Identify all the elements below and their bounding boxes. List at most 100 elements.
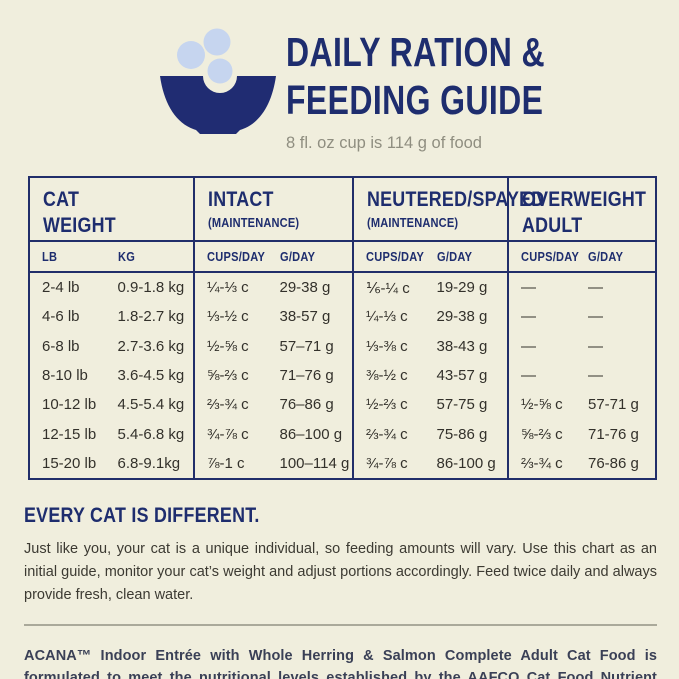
cell-kg: 5.4-6.8 kg [117,425,185,443]
cell-intact_cups: ½-⅝ c [207,337,249,355]
cell-intact_cups: ⅝-⅔ c [207,367,249,385]
cell-overweight_g: 76-86 g [588,454,639,472]
column-overweight-adult: OVERWEIGHT ADULT CUPS/DAY G/DAY — — — — — — — —… [509,178,655,478]
subheader-g-day: G/DAY [436,249,472,264]
header: DAILY RATION & FEEDING GUIDE 8 fl. oz cu… [160,28,679,153]
cup-measure-note: 8 fl. oz cup is 114 g of food [286,134,482,152]
note-paragraph: Just like you, your cat is a unique indi… [24,541,657,604]
table-row-cell: ⅔-¾ c 76-86 g [509,449,655,478]
column-subheader: CUPS/DAY G/DAY [509,240,655,273]
cell-intact_cups: ¼-⅓ c [207,279,249,297]
table-row-cell: ¼-⅓ c 29-38 g [354,302,507,331]
cell-kg: 4.5-5.4 kg [117,396,185,414]
cell-neutered_g: 38-43 g [436,337,488,355]
subheader-kg: KG [117,249,135,264]
bowl-shape [160,76,276,134]
cell-overweight_g: — [588,367,603,385]
cell-lb: 2-4 lb [42,279,80,297]
table-row-cell: — — [509,332,655,361]
column-neutered-spayed: NEUTERED/SPAYED (MAINTENANCE) CUPS/DAY G… [354,178,544,479]
cell-kg: 3.6-4.5 kg [117,367,185,385]
cell-neutered_g: 86-100 g [436,454,496,472]
cell-overweight_g: 57-71 g [588,396,639,414]
cell-kg: 6.8-9.1kg [117,454,181,472]
kibble-dot-icon [207,58,233,84]
aafco-statement: ACANA™ Indoor Entrée with Whole Herring … [24,648,657,679]
column-body-intact: ¼-⅓ c 29-38 g ⅓-½ c 38-57 g ½-⅝ c 57–71 g ⅝-⅔ … [195,273,352,478]
cell-intact_g: 86–100 g [279,425,343,443]
table-row-cell: ½-⅝ c 57-71 g [509,390,655,419]
cell-overweight_cups: ⅝-⅔ c [521,425,563,443]
cell-kg: 0.9-1.8 kg [117,279,185,297]
column-subtitle: (MAINTENANCE) [208,215,300,230]
kibble-dot-icon [203,28,231,56]
cell-overweight_cups: — [521,367,536,385]
cell-intact_g: 38-57 g [279,308,331,326]
table-row-cell: 15-20 lb 6.8-9.1kg [30,449,193,478]
kibble-dot-icon [177,41,205,69]
subheader-cups-day: CUPS/DAY [521,249,580,264]
column-subheader: CUPS/DAY G/DAY [354,240,507,273]
table-row-cell: ¾-⅞ c 86–100 g [195,419,352,448]
column-title-line2: ADULT [522,214,583,237]
table-row-cell: 6-8 lb 2.7-3.6 kg [30,332,193,361]
column-title: INTACT [208,188,274,211]
column-title: CAT [43,188,80,211]
subheader-cups-day: CUPS/DAY [366,249,425,264]
column-subheader: CUPS/DAY G/DAY [195,240,352,273]
table-row-cell: 10-12 lb 4.5-5.4 kg [30,390,193,419]
cell-lb: 10-12 lb [42,396,97,414]
cell-overweight_cups: ⅔-¾ c [521,454,563,472]
table-row-cell: ⅞-1 c 100–114 g [195,449,352,478]
column-title: OVERWEIGHT [522,188,647,211]
table-row-cell: — — [509,273,655,302]
cell-lb: 4-6 lb [42,308,80,326]
table-row-cell: ⅓-⅜ c 38-43 g [354,332,507,361]
table-row-cell: 8-10 lb 3.6-4.5 kg [30,361,193,390]
table-row-cell: ¾-⅞ c 86-100 g [354,449,507,478]
table-row-cell: — — [509,302,655,331]
cell-neutered_g: 57-75 g [436,396,488,414]
column-header-overweight-adult: OVERWEIGHT ADULT [509,178,655,240]
cell-intact_g: 76–86 g [279,396,334,414]
note-heading-text: EVERY CAT IS DIFFERENT. [24,504,260,528]
cell-overweight_cups: — [521,308,536,326]
table-row-cell: ⅜-½ c 43-57 g [354,361,507,390]
cell-lb: 6-8 lb [42,337,80,355]
cell-overweight_g: — [588,279,603,297]
table-row-cell: ⅔-¾ c 76–86 g [195,390,352,419]
cell-overweight_g: 71-76 g [588,425,639,443]
subheader-g-day: G/DAY [588,249,624,264]
bowl-with-kibble-icon [160,28,276,134]
title-block: DAILY RATION & FEEDING GUIDE 8 fl. oz cu… [286,28,618,153]
page-title-line2: FEEDING GUIDE [286,76,618,124]
feeding-table: CAT WEIGHT LB KG 2-4 lb 0.9-1.8 kg 4-6 lb 1… [28,176,657,481]
column-header-neutered-spayed: NEUTERED/SPAYED (MAINTENANCE) [354,178,544,240]
cell-lb: 8-10 lb [42,367,88,385]
table-row-cell: 12-15 lb 5.4-6.8 kg [30,419,193,448]
cell-intact_g: 71–76 g [279,367,334,385]
cell-intact_cups: ⅓-½ c [207,308,249,326]
column-intact: INTACT (MAINTENANCE) CUPS/DAY G/DAY ¼-⅓ … [195,178,354,479]
cell-neutered_cups: ⅓-⅜ c [366,337,408,355]
table-row-cell: ⅝-⅔ c 71–76 g [195,361,352,390]
table-row-cell: ½-⅝ c 57–71 g [195,332,352,361]
table-row-cell: — — [509,361,655,390]
cell-overweight_cups: — [521,279,536,297]
cell-kg: 2.7-3.6 kg [117,337,185,355]
cell-kg: 1.8-2.7 kg [117,308,185,326]
cell-overweight_cups: — [521,337,536,355]
footer-divider [24,624,657,627]
subheader-cups-day: CUPS/DAY [207,249,266,264]
table-row-cell: 2-4 lb 0.9-1.8 kg [30,273,193,302]
column-header-cat-weight: CAT WEIGHT [30,178,193,240]
cell-neutered_cups: ⅜-½ c [366,367,408,385]
table-row-cell: ⅝-⅔ c 71-76 g [509,419,655,448]
cell-neutered_cups: ¼-⅓ c [366,308,408,326]
cell-neutered_cups: ½-⅔ c [366,396,408,414]
cell-neutered_g: 75-86 g [436,425,488,443]
cell-overweight_cups: ½-⅝ c [521,396,563,414]
column-body-overweight-adult: — — — — — — — — ½-⅝ c 57-71 g ⅝-⅔ c 71-76 g ⅔-¾ c 76-… [509,273,655,478]
cell-neutered_cups: ⅔-¾ c [366,425,408,443]
